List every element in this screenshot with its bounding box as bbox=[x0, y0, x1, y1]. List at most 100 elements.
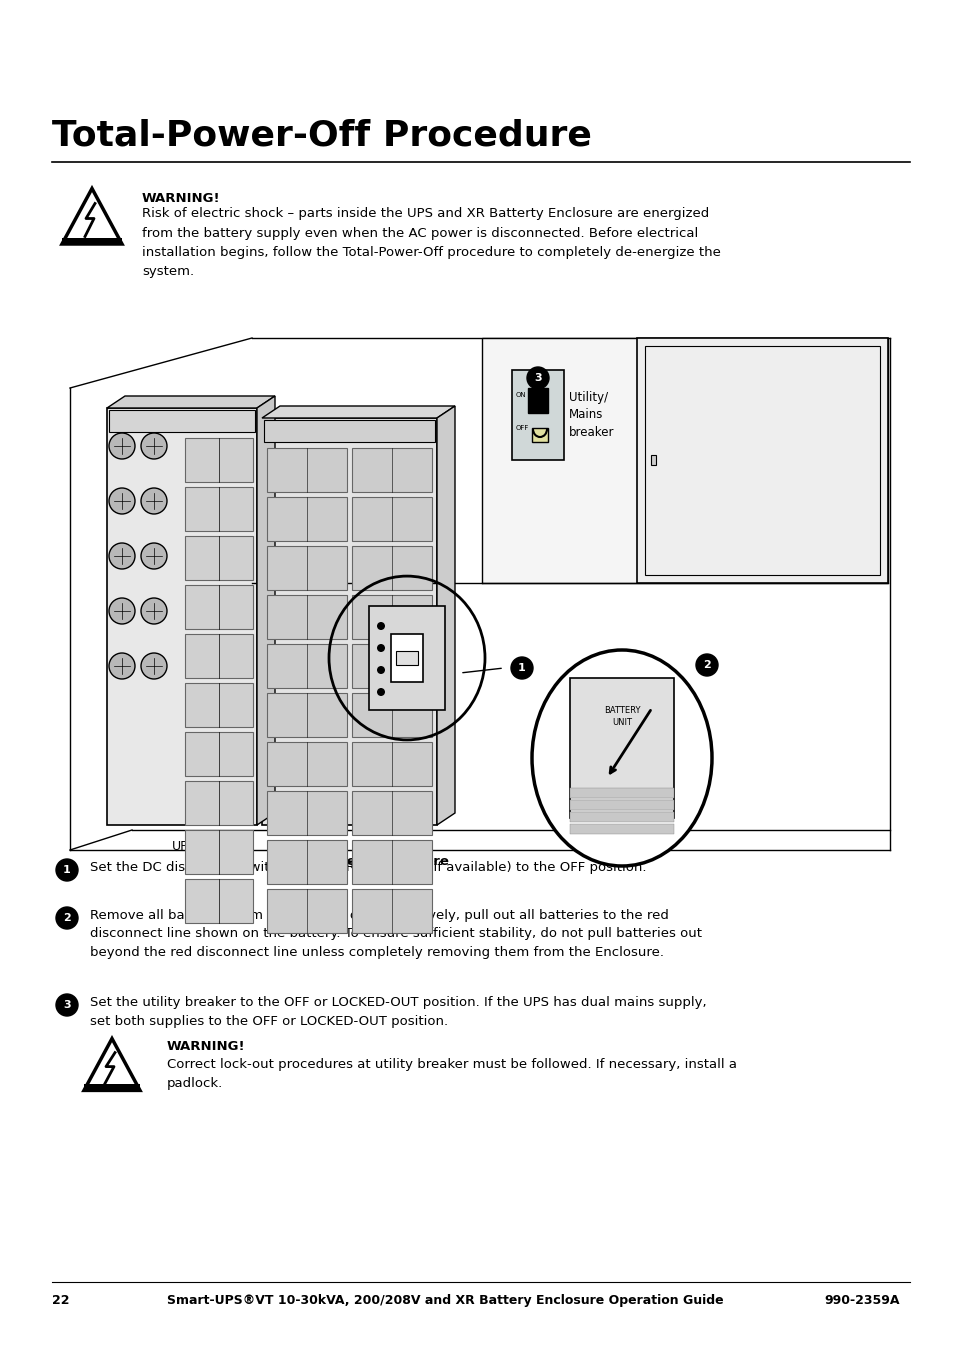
Ellipse shape bbox=[532, 650, 711, 866]
Circle shape bbox=[56, 859, 78, 881]
Circle shape bbox=[141, 434, 167, 459]
Bar bbox=[185, 830, 253, 874]
Text: 22: 22 bbox=[52, 1294, 70, 1306]
Bar bbox=[369, 607, 444, 711]
Text: WARNING!: WARNING! bbox=[142, 192, 220, 205]
Bar bbox=[267, 449, 347, 492]
Circle shape bbox=[526, 367, 548, 389]
Bar bbox=[185, 732, 253, 775]
Bar bbox=[185, 684, 253, 727]
Bar bbox=[352, 790, 432, 835]
Circle shape bbox=[109, 434, 135, 459]
Bar bbox=[527, 388, 547, 413]
Text: Total-Power-Off Procedure: Total-Power-Off Procedure bbox=[52, 118, 591, 153]
Bar bbox=[267, 594, 347, 639]
Bar bbox=[650, 455, 656, 465]
Text: 1: 1 bbox=[63, 865, 71, 875]
Bar bbox=[391, 634, 422, 682]
Bar bbox=[569, 824, 673, 834]
Bar bbox=[267, 644, 347, 688]
Text: Set the utility breaker to the OFF or LOCKED-OUT position. If the UPS has dual m: Set the utility breaker to the OFF or LO… bbox=[90, 996, 706, 1028]
Bar bbox=[352, 546, 432, 590]
Bar bbox=[107, 408, 256, 825]
Circle shape bbox=[376, 688, 385, 696]
Bar bbox=[532, 428, 547, 442]
Polygon shape bbox=[262, 407, 455, 417]
Bar bbox=[262, 417, 436, 825]
Text: 1: 1 bbox=[517, 663, 525, 673]
Bar bbox=[185, 880, 253, 923]
Text: XR Battery Enclosure: XR Battery Enclosure bbox=[290, 855, 448, 867]
Bar bbox=[352, 449, 432, 492]
Bar bbox=[352, 840, 432, 884]
Bar bbox=[569, 800, 673, 811]
Bar bbox=[267, 790, 347, 835]
Bar bbox=[481, 338, 887, 584]
Bar bbox=[267, 546, 347, 590]
Circle shape bbox=[141, 488, 167, 513]
Bar bbox=[644, 346, 879, 576]
Circle shape bbox=[141, 543, 167, 569]
Polygon shape bbox=[256, 396, 274, 825]
Text: 2: 2 bbox=[702, 661, 710, 670]
Text: Risk of electric shock – parts inside the UPS and XR Batterty Enclosure are ener: Risk of electric shock – parts inside th… bbox=[142, 207, 720, 278]
Circle shape bbox=[109, 543, 135, 569]
Bar bbox=[264, 420, 435, 442]
Bar bbox=[569, 812, 673, 821]
Circle shape bbox=[376, 666, 385, 674]
Bar bbox=[185, 536, 253, 580]
Bar bbox=[352, 693, 432, 738]
Bar bbox=[185, 781, 253, 825]
Circle shape bbox=[109, 653, 135, 680]
Bar bbox=[395, 651, 417, 665]
Text: 2: 2 bbox=[63, 913, 71, 923]
Polygon shape bbox=[436, 407, 455, 825]
Circle shape bbox=[109, 598, 135, 624]
Circle shape bbox=[56, 907, 78, 929]
Bar bbox=[267, 693, 347, 738]
Circle shape bbox=[376, 621, 385, 630]
Bar bbox=[185, 585, 253, 630]
Circle shape bbox=[109, 488, 135, 513]
Bar bbox=[267, 497, 347, 540]
Polygon shape bbox=[84, 1039, 140, 1090]
Bar bbox=[267, 742, 347, 786]
Bar bbox=[84, 1085, 140, 1090]
Text: Utility/
Mains
breaker: Utility/ Mains breaker bbox=[568, 390, 614, 439]
Bar bbox=[62, 238, 122, 245]
Bar bbox=[185, 438, 253, 482]
Bar bbox=[185, 486, 253, 531]
Bar bbox=[512, 370, 563, 459]
Text: Correct lock-out procedures at utility breaker must be followed. If necessary, i: Correct lock-out procedures at utility b… bbox=[167, 1058, 737, 1089]
Polygon shape bbox=[62, 189, 122, 245]
Bar bbox=[109, 409, 254, 432]
Bar bbox=[185, 634, 253, 678]
Bar bbox=[352, 889, 432, 934]
Bar bbox=[352, 644, 432, 688]
Circle shape bbox=[56, 994, 78, 1016]
Text: UPS: UPS bbox=[172, 840, 196, 852]
Text: ON: ON bbox=[516, 392, 526, 399]
Bar bbox=[637, 338, 887, 584]
Polygon shape bbox=[107, 396, 274, 408]
Text: Smart-UPS®VT 10-30kVA, 200/208V and XR Battery Enclosure Operation Guide: Smart-UPS®VT 10-30kVA, 200/208V and XR B… bbox=[167, 1294, 723, 1306]
Text: Set the DC disconnect switch on the XR Enclosure (if available) to the OFF posit: Set the DC disconnect switch on the XR E… bbox=[90, 861, 646, 874]
Text: BATTERY
UNIT: BATTERY UNIT bbox=[603, 707, 639, 727]
Circle shape bbox=[511, 657, 533, 680]
Bar bbox=[267, 889, 347, 934]
Circle shape bbox=[141, 653, 167, 680]
Text: OFF: OFF bbox=[516, 426, 529, 431]
Text: 3: 3 bbox=[534, 373, 541, 382]
Bar bbox=[352, 497, 432, 540]
Circle shape bbox=[376, 644, 385, 653]
Bar bbox=[267, 840, 347, 884]
Bar bbox=[352, 742, 432, 786]
Bar bbox=[569, 788, 673, 798]
Circle shape bbox=[141, 598, 167, 624]
Text: 3: 3 bbox=[63, 1000, 71, 1011]
Text: 990-2359A: 990-2359A bbox=[823, 1294, 899, 1306]
Bar bbox=[569, 678, 673, 817]
Bar bbox=[352, 594, 432, 639]
Circle shape bbox=[696, 654, 718, 676]
Text: WARNING!: WARNING! bbox=[167, 1040, 245, 1052]
